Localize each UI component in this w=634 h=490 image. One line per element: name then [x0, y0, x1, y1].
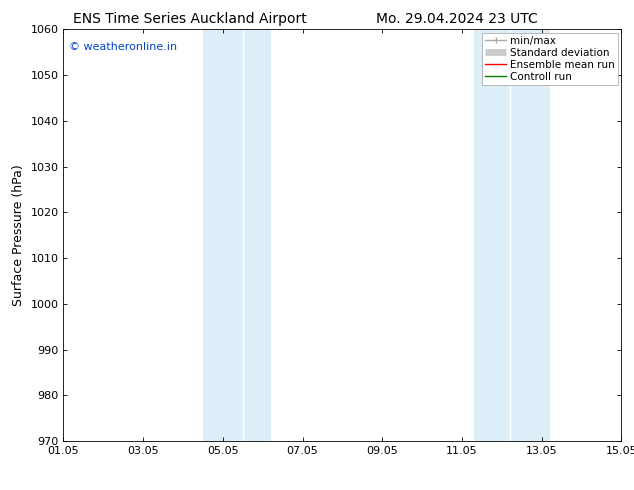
Bar	[243, 29, 271, 441]
Bar	[474, 29, 510, 441]
Text: © weatheronline.in: © weatheronline.in	[69, 42, 177, 52]
Text: ENS Time Series Auckland Airport: ENS Time Series Auckland Airport	[74, 12, 307, 26]
Text: Mo. 29.04.2024 23 UTC: Mo. 29.04.2024 23 UTC	[375, 12, 538, 26]
Legend: min/max, Standard deviation, Ensemble mean run, Controll run: min/max, Standard deviation, Ensemble me…	[482, 32, 618, 85]
Bar	[510, 29, 550, 441]
Bar	[203, 29, 243, 441]
Y-axis label: Surface Pressure (hPa): Surface Pressure (hPa)	[12, 164, 25, 306]
